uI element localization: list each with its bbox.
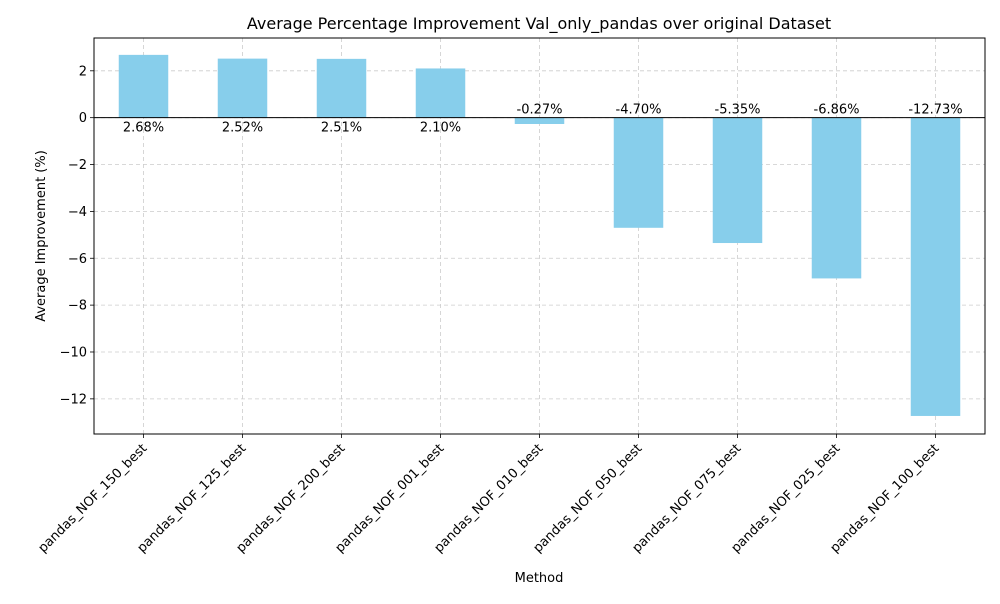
bar (712, 117, 763, 244)
y-tick-label: −2 (68, 158, 87, 173)
bar (910, 117, 961, 416)
x-tick-label: pandas_NOF_150_best (36, 441, 151, 556)
bar-value-label: -0.27% (517, 103, 563, 118)
y-tick-label: −6 (68, 252, 87, 267)
y-tick-label: −10 (60, 345, 87, 360)
y-axis-ticks: 2 0 −2 −4 −6 −8 −10 −12 (60, 64, 94, 407)
y-tick-label: −8 (68, 299, 87, 314)
bar (415, 68, 466, 118)
x-tick-label: pandas_NOF_001_best (333, 441, 448, 556)
x-tick-label: pandas_NOF_025_best (729, 441, 844, 556)
bar-value-label: 2.52% (222, 121, 263, 136)
bar-value-label: -4.70% (616, 103, 662, 118)
bar-value-label: -5.35% (715, 103, 761, 118)
y-tick-label: 0 (79, 111, 87, 126)
x-tick-label: pandas_NOF_200_best (234, 441, 349, 556)
bar (514, 117, 565, 124)
x-axis-title: Method (515, 571, 564, 586)
x-tick-label: pandas_NOF_010_best (432, 441, 547, 556)
bar (811, 117, 862, 279)
chart-title: Average Percentage Improvement Val_only_… (247, 14, 831, 34)
bar (217, 58, 268, 118)
bar-value-labels: 2.68% 2.52% 2.51% 2.10% -0.27% -4.70% -5.35% -6… (123, 103, 963, 136)
bar-value-label: 2.68% (123, 121, 164, 136)
y-tick-label: −4 (68, 205, 87, 220)
x-tick-label: pandas_NOF_125_best (135, 441, 250, 556)
y-tick-label: −12 (60, 392, 87, 407)
y-axis-title: Average Improvement (%) (34, 150, 49, 322)
bar-value-label: -12.73% (908, 103, 962, 118)
bar (118, 54, 169, 118)
bar-value-label: 2.51% (321, 121, 362, 136)
x-tick-label: pandas_NOF_075_best (630, 441, 745, 556)
x-axis-ticks: pandas_NOF_150_bestpandas_NOF_125_bestpa… (36, 434, 943, 556)
bar-value-label: -6.86% (814, 103, 860, 118)
bars (118, 54, 961, 416)
bar (316, 58, 367, 118)
bar-value-label: 2.10% (420, 121, 461, 136)
y-tick-label: 2 (79, 64, 87, 79)
x-tick-label: pandas_NOF_100_best (828, 441, 943, 556)
x-tick-label: pandas_NOF_050_best (531, 441, 646, 556)
bar (613, 117, 664, 228)
